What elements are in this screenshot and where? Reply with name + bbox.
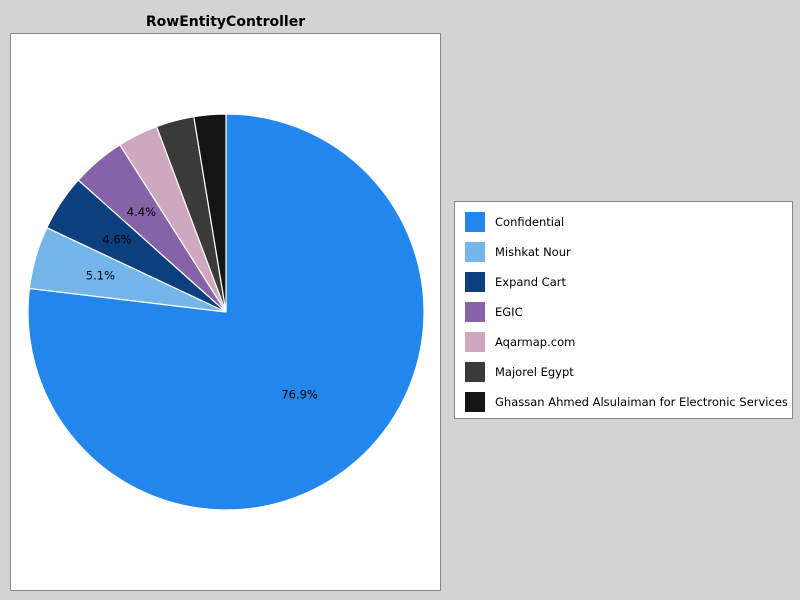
- chart-title: RowEntityController: [145, 14, 306, 30]
- slice-data-label-3: 4.4%: [127, 205, 156, 219]
- legend-item-6: Ghassan Ahmed Alsulaiman for Electronic …: [465, 392, 788, 412]
- legend-label: Majorel Egypt: [495, 365, 574, 379]
- pie-slice-0: [27, 113, 425, 511]
- legend-label: Aqarmap.com: [495, 335, 576, 349]
- legend-item-0: Confidential: [465, 212, 564, 232]
- legend-item-5: Majorel Egypt: [465, 362, 574, 382]
- legend-label: Confidential: [495, 215, 565, 229]
- legend-item-4: Aqarmap.com: [465, 332, 575, 352]
- legend-swatch: [465, 332, 485, 352]
- legend-label: Mishkat Nour: [495, 245, 571, 259]
- slice-data-label-1: 5.1%: [86, 268, 115, 282]
- legend-swatch: [465, 272, 485, 292]
- legend-label: EGIC: [495, 305, 523, 319]
- legend-item-2: Expand Cart: [465, 272, 566, 292]
- slice-data-label-0: 76.9%: [281, 387, 318, 401]
- legend-swatch: [465, 362, 485, 382]
- pie-slice-6: [193, 113, 227, 313]
- plot-panel: 76.9% 5.1% 4.6% 4.4%: [10, 33, 441, 591]
- pie-chart: 76.9% 5.1% 4.6% 4.4%: [27, 113, 425, 511]
- legend-swatch: [465, 302, 485, 322]
- legend-swatch: [465, 392, 485, 412]
- legend-label: Ghassan Ahmed Alsulaiman for Electronic …: [495, 395, 788, 409]
- legend: Confidential Mishkat Nour Expand Cart EGIC A…: [454, 201, 793, 419]
- legend-item-3: EGIC: [465, 302, 523, 322]
- slice-data-label-2: 4.6%: [102, 232, 131, 246]
- legend-swatch: [465, 242, 485, 262]
- legend-item-1: Mishkat Nour: [465, 242, 571, 262]
- legend-swatch: [465, 212, 485, 232]
- legend-label: Expand Cart: [495, 275, 566, 289]
